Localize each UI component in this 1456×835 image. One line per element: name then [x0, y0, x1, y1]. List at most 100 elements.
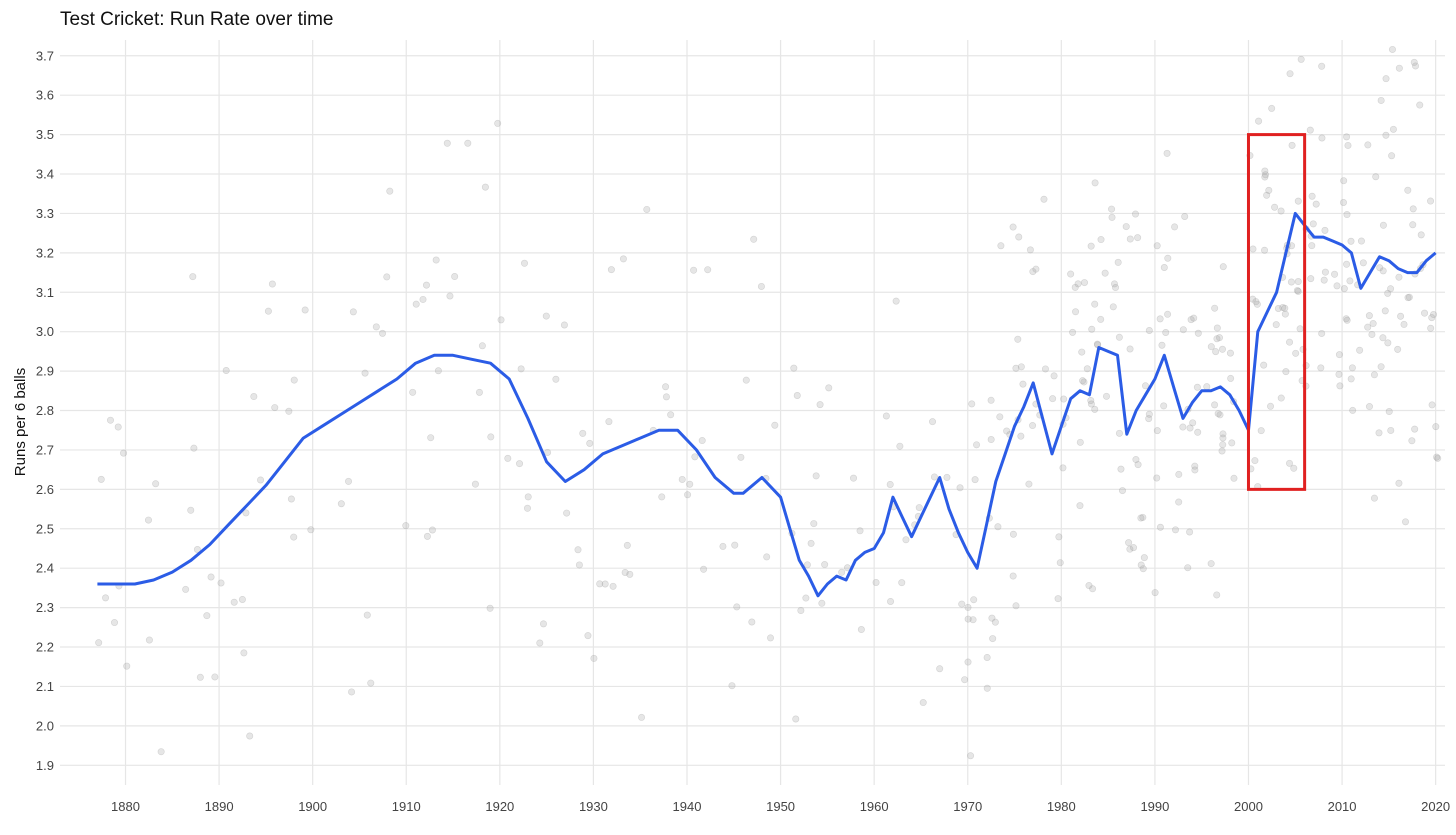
data-point	[516, 460, 524, 468]
y-tick-label: 3.4	[36, 167, 54, 182]
data-point	[1335, 351, 1343, 359]
data-point	[728, 682, 736, 690]
data-point	[1029, 422, 1037, 430]
data-point	[1076, 502, 1084, 510]
data-point	[1108, 205, 1116, 213]
data-point	[1184, 564, 1192, 572]
data-point	[1379, 334, 1387, 342]
data-point	[1085, 582, 1093, 590]
data-point	[691, 453, 699, 461]
y-axis-ticks: 1.9 2.0 2.1 2.2 2.3 2.4 2.5 2.6 2.7 2.8 2.9 3.0 3.1 3…	[36, 48, 54, 773]
data-point	[120, 449, 128, 457]
data-point	[1387, 426, 1395, 434]
data-point	[1317, 364, 1325, 372]
data-point	[1365, 312, 1373, 320]
data-point	[114, 423, 122, 431]
data-point	[1230, 474, 1238, 482]
data-point	[1404, 294, 1412, 302]
data-point	[1160, 264, 1168, 272]
data-point	[1162, 328, 1170, 336]
data-point	[1019, 380, 1027, 388]
data-point	[1026, 246, 1034, 254]
data-point	[700, 565, 708, 573]
data-point	[1365, 403, 1373, 411]
data-point	[1294, 278, 1302, 286]
data-point	[621, 568, 629, 576]
data-point	[584, 632, 592, 640]
data-point	[504, 454, 512, 462]
data-point	[964, 603, 972, 611]
y-tick-label: 3.5	[36, 127, 54, 142]
data-point	[1321, 268, 1329, 276]
y-axis-label: Runs per 6 balls	[12, 368, 29, 476]
data-point	[1213, 335, 1221, 343]
data-point	[422, 281, 430, 289]
data-point	[1388, 152, 1396, 160]
y-tick-label: 2.1	[36, 679, 54, 694]
data-point	[731, 541, 739, 549]
data-point	[1409, 221, 1417, 229]
data-point	[1215, 334, 1223, 342]
data-point	[157, 748, 165, 756]
data-point	[487, 433, 495, 441]
data-point	[196, 673, 204, 681]
data-point	[1375, 429, 1383, 437]
data-point	[1433, 453, 1441, 461]
data-point	[1272, 321, 1280, 329]
data-point	[1097, 315, 1105, 323]
data-point	[494, 119, 502, 127]
data-point	[1087, 400, 1095, 408]
data-point	[1186, 424, 1194, 432]
data-point	[892, 297, 900, 305]
data-point	[1292, 349, 1300, 357]
data-point	[1125, 539, 1133, 547]
data-point	[193, 545, 201, 553]
y-tick-label: 3.1	[36, 285, 54, 300]
data-point	[915, 504, 923, 512]
data-point	[816, 401, 824, 409]
data-point	[1249, 245, 1257, 253]
data-point	[1140, 554, 1148, 562]
data-point	[1055, 533, 1063, 541]
data-point	[1370, 371, 1378, 379]
data-point	[1126, 345, 1134, 353]
data-point	[434, 367, 442, 375]
data-point	[1153, 427, 1161, 435]
x-tick-label: 1980	[1047, 799, 1076, 814]
data-point	[1115, 429, 1123, 437]
data-point	[412, 300, 420, 308]
data-point	[1040, 195, 1048, 203]
data-point	[1083, 365, 1091, 373]
data-point	[1130, 544, 1138, 552]
x-tick-label: 1920	[485, 799, 514, 814]
data-point	[1219, 430, 1227, 438]
data-point	[1377, 96, 1385, 104]
data-point	[1331, 270, 1339, 278]
data-point	[402, 522, 410, 530]
data-point	[1430, 311, 1438, 319]
data-point	[451, 273, 459, 281]
data-point	[520, 259, 528, 267]
data-point	[1137, 514, 1145, 522]
data-point	[1087, 242, 1095, 250]
data-point	[856, 527, 864, 535]
data-point	[1387, 285, 1395, 293]
data-point	[763, 553, 771, 561]
data-point	[1137, 561, 1145, 569]
data-point	[1134, 461, 1142, 469]
data-point	[372, 323, 380, 331]
data-point	[1343, 133, 1351, 141]
data-point	[1408, 437, 1416, 445]
data-point	[1343, 260, 1351, 268]
data-point	[1207, 343, 1215, 351]
data-point	[1110, 280, 1118, 288]
data-point	[1216, 411, 1224, 419]
data-point	[919, 699, 927, 707]
data-point	[1079, 377, 1087, 385]
data-point	[882, 412, 890, 420]
data-point	[1379, 267, 1387, 275]
data-point	[560, 321, 568, 329]
data-point	[1308, 192, 1316, 200]
data-point	[1294, 197, 1302, 205]
data-point	[929, 418, 937, 426]
